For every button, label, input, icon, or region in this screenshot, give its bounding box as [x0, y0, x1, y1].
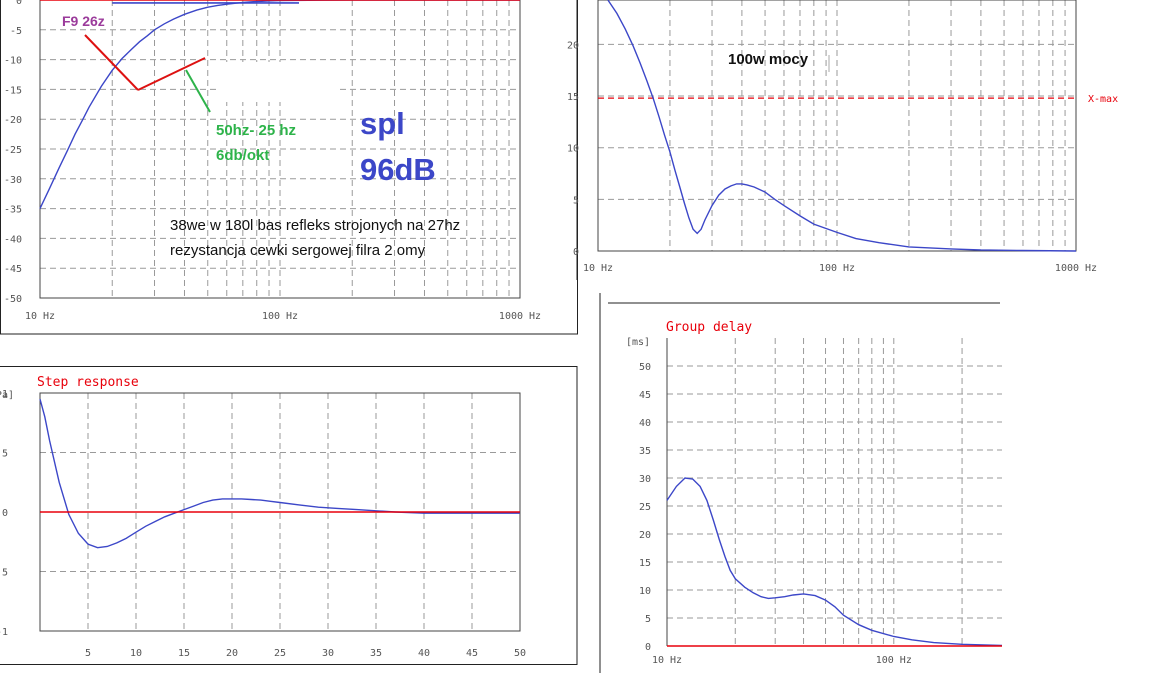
x-tick-label: 10 [130, 648, 142, 659]
slope-annotation-rate: 6db/okt [216, 147, 270, 164]
x-tick-label: 100 Hz [876, 655, 912, 666]
y-tick-label: 20 [567, 40, 579, 51]
y-tick-label: 0 [645, 642, 651, 653]
x-tick-label: 30 [322, 648, 334, 659]
panel-border [0, 0, 578, 335]
y-tick-label: 0 [16, 0, 22, 7]
step-series-0 [39, 398, 520, 549]
y-tick-label: 10 [567, 144, 579, 155]
y-tick-label: -10 [4, 56, 22, 67]
y-tick-label: 25 [639, 502, 651, 513]
x-tick-label: 20 [226, 648, 238, 659]
group-delay-panel: 0 5 10 15 20 25 30 35 40 45 50 10 Hz 100 Hz Group del… [599, 293, 1010, 673]
group-delay-chart: 0 5 10 15 20 25 30 35 40 45 50 10 Hz 100 Hz Group del… [599, 293, 1003, 673]
y-tick-label: -35 [4, 205, 22, 216]
y-tick-label: 10 [639, 586, 651, 597]
x-tick-label: 40 [418, 648, 430, 659]
y-tick-label: 15 [567, 92, 579, 103]
x-tick-label: 10 Hz [25, 311, 55, 322]
y-tick-label: 1 [2, 389, 8, 400]
excursion-chart: 0 5 10 15 20 10 Hz 100 Hz 1000 Hz [567, 0, 1097, 280]
x-tick-label: 50 [514, 648, 526, 659]
y-tick-label: 45 [639, 390, 651, 401]
x-tick-label: 25 [274, 648, 286, 659]
excursion-series-0 [607, 0, 1077, 252]
y-unit-label: [ms] [626, 337, 650, 348]
y-tick-label: 40 [639, 418, 651, 429]
slope-pointer-line [185, 69, 211, 113]
x-tick-label: 1000 Hz [1055, 263, 1097, 274]
excursion-chart-panel: 0 5 10 15 20 10 Hz 100 Hz 1000 Hz [560, 0, 1152, 280]
y-tick-label: 0.5 [0, 449, 8, 460]
plot-frame [39, 0, 521, 299]
x-tick-label: 35 [370, 648, 382, 659]
y-tick-label: -50 [4, 294, 22, 305]
y-unit-label: [Pa] [0, 390, 14, 401]
x-tick-label: 15 [178, 648, 190, 659]
step-response-panel: 1 0.5 0 -0.5 -1 5 10 15 20 25 30 35 40 45 50 Step respo… [0, 366, 580, 666]
y-tick-label: 0 [573, 247, 579, 258]
plot-frame [597, 0, 1077, 252]
spl-series-0 [39, 0, 520, 209]
erased-area [218, 62, 340, 102]
y-tick-label: 5 [645, 614, 651, 625]
y-tick-label: -5 [10, 26, 22, 37]
x-tick-label: 10 Hz [583, 263, 613, 274]
step-response-chart: 1 0.5 0 -0.5 -1 5 10 15 20 25 30 35 40 45 50 Step respo… [0, 366, 578, 665]
y-tick-label: 30 [639, 474, 651, 485]
group-delay-series-0 [666, 477, 1003, 647]
x-tick-label: 1000 Hz [499, 311, 541, 322]
y-tick-label: -30 [4, 175, 22, 186]
y-tick-label: 35 [639, 446, 651, 457]
y-tick-label: 0 [2, 508, 8, 519]
y-tick-label: -40 [4, 234, 22, 245]
x-tick-label: 100 Hz [262, 311, 298, 322]
f9-pointer-line [84, 34, 139, 91]
coil-resistance-description: rezystancja cewki sergowej filra 2 omy [170, 242, 426, 259]
slope-annotation-range: 50hz- 25 hz [216, 122, 297, 139]
spl-annotation-label: spl [360, 106, 405, 141]
spl-chart-panel: 0 -5 -10 -15 -20 -25 -30 -35 -40 -45 -50 10 Hz 100 H… [0, 0, 580, 335]
chart-title: Step response [37, 375, 139, 390]
x-tick-label: 5 [85, 648, 91, 659]
f9-annotation: F9 26z [62, 13, 105, 29]
y-tick-label: -15 [4, 85, 22, 96]
power-annotation: 100w mocy [728, 51, 809, 68]
y-tick-label: -25 [4, 145, 22, 156]
x-tick-label: 45 [466, 648, 478, 659]
spl-annotation-value: 96dB [360, 152, 436, 187]
y-tick-label: 20 [639, 530, 651, 541]
y-tick-label: -20 [4, 115, 22, 126]
y-tick-label: 15 [639, 558, 651, 569]
y-tick-label: -1 [0, 627, 8, 638]
y-tick-label: 50 [639, 362, 651, 373]
xmax-label: X-max [1088, 94, 1119, 105]
x-tick-label: 10 Hz [652, 655, 682, 666]
panel-border [0, 366, 578, 665]
y-tick-label: -0.5 [0, 568, 8, 579]
y-tick-label: -45 [4, 264, 22, 275]
x-tick-label: 100 Hz [819, 263, 855, 274]
enclosure-description: 38we w 180l bas refleks strojonych na 27… [170, 217, 461, 234]
chart-title: Group delay [666, 320, 752, 335]
slope-red-line [137, 57, 206, 91]
y-tick-label: 5 [573, 195, 579, 206]
